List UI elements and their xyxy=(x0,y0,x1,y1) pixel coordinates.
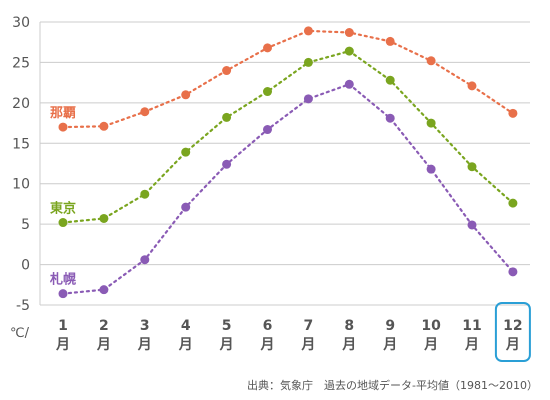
x-tick-number: 9 xyxy=(385,318,395,334)
data-point xyxy=(140,255,150,265)
data-point xyxy=(426,164,436,174)
x-tick-unit: 月 xyxy=(423,337,438,353)
series-label: 札幌 xyxy=(49,272,76,288)
data-point xyxy=(99,213,109,223)
y-tick-label: 0 xyxy=(21,258,30,274)
highlight-box-december xyxy=(494,302,531,362)
x-tick-unit: 月 xyxy=(382,337,397,353)
x-tick-unit: 月 xyxy=(464,337,479,353)
x-tick-number: 5 xyxy=(222,318,232,334)
x-tick-number: 7 xyxy=(304,318,314,334)
data-point xyxy=(467,162,477,172)
y-tick-label: 30 xyxy=(12,15,30,31)
x-tick-number: 12 xyxy=(503,318,522,334)
data-point xyxy=(344,79,354,89)
data-point xyxy=(385,36,395,46)
data-point xyxy=(508,108,518,118)
x-tick-number: 10 xyxy=(421,318,441,334)
x-axis-ticks: 1 月 2 月 3 月 4 月 5 月 6 月 7 月 8 月 9 月 10 月 11 月 12 月 xyxy=(55,318,523,353)
x-tick-unit: 月 xyxy=(137,337,152,353)
data-point xyxy=(344,46,354,56)
series-2 xyxy=(58,79,518,299)
y-tick-label: 25 xyxy=(12,55,30,71)
data-point xyxy=(140,107,150,117)
series-label: 那覇 xyxy=(50,106,76,121)
x-tick-number: 3 xyxy=(140,318,150,334)
y-tick-label: 5 xyxy=(21,217,30,233)
data-point xyxy=(58,218,68,228)
data-point xyxy=(263,87,272,97)
x-tick-number: 11 xyxy=(462,318,481,334)
data-point xyxy=(467,220,477,230)
data-point xyxy=(467,81,477,91)
data-point xyxy=(508,198,518,208)
x-tick-number: 8 xyxy=(344,318,354,334)
series-group xyxy=(58,26,518,299)
data-point xyxy=(263,43,272,53)
data-point xyxy=(181,202,191,212)
series-0 xyxy=(58,26,518,132)
grid-lines xyxy=(39,21,530,306)
data-point xyxy=(181,90,191,100)
x-tick-unit: 月 xyxy=(505,337,520,353)
data-point xyxy=(385,113,395,123)
data-point xyxy=(426,118,436,128)
series-line xyxy=(61,49,515,224)
series-1 xyxy=(58,46,518,228)
x-tick-unit: 月 xyxy=(178,337,193,353)
data-point xyxy=(99,285,109,295)
x-tick-unit: 月 xyxy=(96,337,111,353)
data-point xyxy=(181,147,191,157)
data-point xyxy=(303,26,313,36)
series-line xyxy=(61,29,515,129)
data-point xyxy=(263,125,272,135)
data-point xyxy=(303,57,313,67)
y-tick-label: 10 xyxy=(12,177,30,193)
x-tick-unit: 月 xyxy=(341,337,356,353)
y-axis-ticks: 30 25 20 15 10 5 0 -5 xyxy=(12,15,30,314)
data-point xyxy=(344,28,354,38)
data-point xyxy=(385,75,395,85)
data-point xyxy=(222,159,232,169)
data-point xyxy=(508,267,518,277)
source-note: 出典：気象庁 過去の地域データ-平均値（1981～2010） xyxy=(247,378,538,392)
x-tick-number: 4 xyxy=(181,318,191,334)
data-point xyxy=(222,66,232,76)
x-tick-number: 1 xyxy=(58,318,68,334)
x-tick-number: 6 xyxy=(263,318,273,334)
data-point xyxy=(140,189,150,199)
x-tick-unit: 月 xyxy=(260,337,275,353)
data-point xyxy=(222,112,232,122)
data-point xyxy=(426,56,436,66)
y-tick-label: 15 xyxy=(12,136,30,152)
series-label: 東京 xyxy=(50,201,76,217)
data-point xyxy=(58,289,68,299)
y-tick-label: -5 xyxy=(16,298,30,314)
series-line xyxy=(61,83,515,295)
x-tick-unit: 月 xyxy=(55,337,70,353)
x-tick-number: 2 xyxy=(99,318,109,334)
y-axis-unit: ℃/ xyxy=(10,326,30,341)
data-point xyxy=(303,94,313,104)
x-tick-unit: 月 xyxy=(219,337,234,353)
x-tick-unit: 月 xyxy=(300,337,315,353)
y-tick-label: 20 xyxy=(12,96,30,112)
data-point xyxy=(99,121,109,131)
data-point xyxy=(58,122,68,132)
